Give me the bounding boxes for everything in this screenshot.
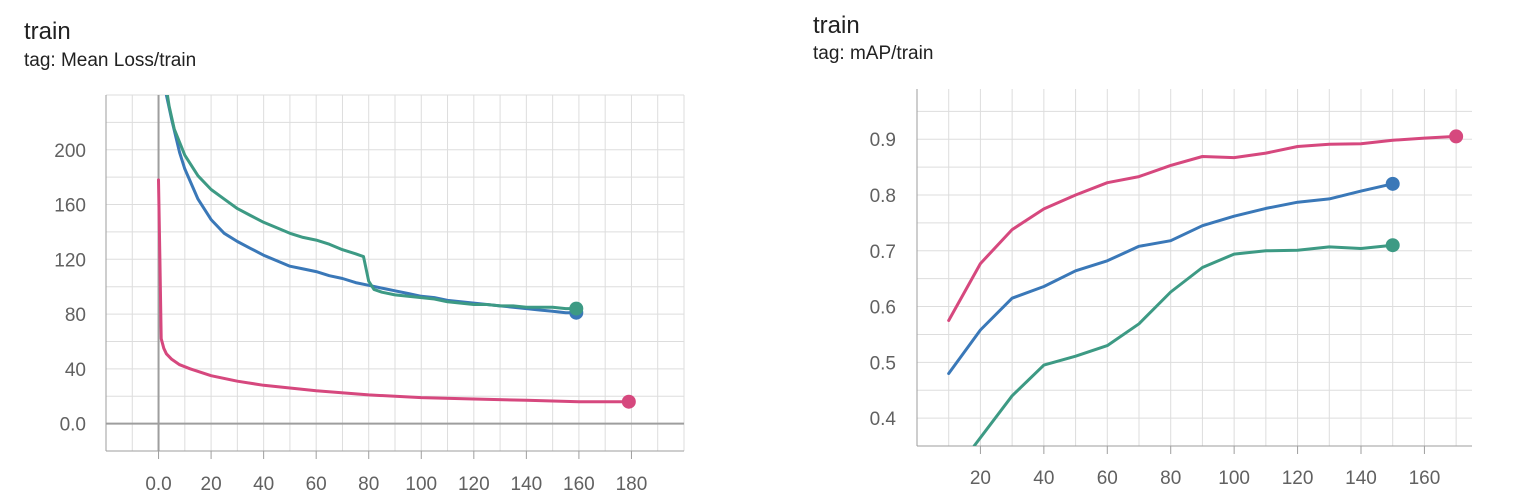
y-tick-label: 0.4 bbox=[870, 409, 897, 430]
x-tick-label: 80 bbox=[358, 474, 379, 495]
x-tick-label: 20 bbox=[970, 468, 991, 489]
x-tick-label: 160 bbox=[1409, 468, 1441, 489]
chart-title: train bbox=[24, 18, 71, 45]
x-tick-label: 20 bbox=[201, 474, 222, 495]
x-tick-labels: 20 40 60 80 100 120 140 160 bbox=[970, 446, 1440, 489]
series-end-marker-0[interactable] bbox=[1449, 129, 1464, 144]
series-line-0[interactable] bbox=[947, 134, 1458, 322]
y-tick-labels: 0.0 40 80 120 160 200 bbox=[54, 141, 86, 436]
y-tick-label: 80 bbox=[65, 305, 86, 326]
mean-loss-chart-panel: train tag: Mean Loss/train 0.0 20 40 60 80 10… bbox=[0, 0, 700, 504]
x-tick-label: 120 bbox=[1282, 468, 1314, 489]
x-tick-label: 40 bbox=[253, 474, 274, 495]
series-line-1[interactable] bbox=[947, 182, 1395, 375]
y-tick-labels: 0.4 0.5 0.6 0.7 0.8 0.9 bbox=[870, 130, 897, 430]
y-tick-label: 200 bbox=[54, 141, 86, 162]
map-chart-panel: train tag: mAP/train 20 40 60 80 100 120 140 16… bbox=[790, 0, 1516, 504]
series-group bbox=[157, 88, 631, 404]
series-end-marker-0[interactable] bbox=[621, 394, 636, 409]
grid bbox=[916, 89, 1472, 447]
x-tick-label: 100 bbox=[405, 474, 437, 495]
mean-loss-chart[interactable]: 0.0 20 40 60 80 100 120 140 160 180 0.0 40 80 120 160 2… bbox=[0, 0, 700, 504]
x-tick-label: 40 bbox=[1033, 468, 1054, 489]
series-end-marker-2[interactable] bbox=[569, 301, 584, 316]
x-tick-label: 0.0 bbox=[145, 474, 171, 495]
x-tick-label: 120 bbox=[458, 474, 490, 495]
y-tick-label: 40 bbox=[65, 360, 86, 381]
x-tick-label: 140 bbox=[1345, 468, 1377, 489]
x-tick-label: 100 bbox=[1218, 468, 1250, 489]
x-tick-labels: 0.0 20 40 60 80 100 120 140 160 180 bbox=[145, 451, 647, 495]
x-tick-label: 80 bbox=[1160, 468, 1181, 489]
x-tick-label: 180 bbox=[616, 474, 648, 495]
series-group bbox=[947, 134, 1458, 446]
x-tick-label: 60 bbox=[1097, 468, 1118, 489]
series-line-1[interactable] bbox=[164, 95, 578, 315]
series-end-marker-1[interactable] bbox=[1385, 176, 1400, 191]
series-line-2[interactable] bbox=[972, 243, 1395, 446]
map-chart[interactable]: 20 40 60 80 100 120 140 160 0.4 0.5 0.6 0.7 0.8 0.9 bbox=[790, 0, 1516, 504]
series-line-2[interactable] bbox=[165, 88, 578, 311]
x-tick-label: 160 bbox=[563, 474, 595, 495]
x-tick-label: 60 bbox=[306, 474, 327, 495]
y-tick-label: 160 bbox=[54, 196, 86, 217]
series-end-marker-2[interactable] bbox=[1385, 238, 1400, 253]
y-tick-label: 0.5 bbox=[870, 353, 896, 374]
chart-subtitle: tag: mAP/train bbox=[813, 43, 934, 64]
chart-title: train bbox=[813, 12, 860, 39]
y-tick-label: 120 bbox=[54, 250, 86, 271]
y-tick-label: 0.7 bbox=[870, 242, 896, 263]
x-tick-label: 140 bbox=[511, 474, 543, 495]
y-tick-label: 0.0 bbox=[60, 415, 86, 436]
y-tick-label: 0.6 bbox=[870, 298, 896, 319]
y-tick-label: 0.9 bbox=[870, 130, 896, 151]
y-tick-label: 0.8 bbox=[870, 186, 896, 207]
series-line-0[interactable] bbox=[157, 178, 631, 404]
chart-subtitle: tag: Mean Loss/train bbox=[24, 50, 197, 71]
